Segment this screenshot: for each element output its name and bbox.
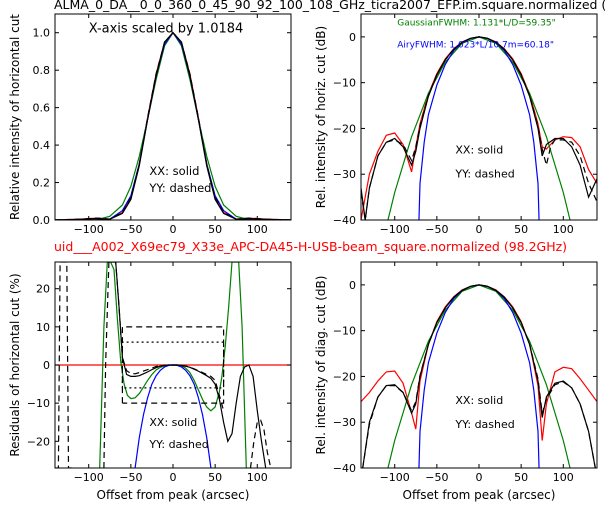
series-line <box>121 341 225 389</box>
series-line <box>362 284 596 468</box>
y-tick-label: −20 <box>333 370 356 383</box>
x-tick-label: 0 <box>476 223 483 236</box>
x-tick-label: 0 <box>170 471 177 484</box>
x-tick-label: −100 <box>380 223 410 236</box>
x-tick-label: 100 <box>247 471 268 484</box>
y-tick-label: −20 <box>27 435 50 448</box>
y-tick-label: −20 <box>333 122 356 135</box>
figure-top-title: ALMA_0_DA__0_0_360_0_45_90_92_100_108_GH… <box>54 0 606 12</box>
x-tick-label: −50 <box>425 223 448 236</box>
y-axis-label: Rel. intensity of horiz. cut (dB) <box>314 26 328 208</box>
x-tick-label: 100 <box>247 223 268 236</box>
chart-annotation: XX: solid <box>455 394 503 407</box>
x-tick-label: −50 <box>119 223 142 236</box>
chart-annotation: AiryFWHM: 1.023*L/10.7m=60.18" <box>397 40 554 50</box>
x-tick-label: 0 <box>170 223 177 236</box>
chart-annotation: XX: solid <box>455 144 503 157</box>
figure-mid-title: uid___A002_X69ec79_X33e_APC-DA45-H-USB-b… <box>54 239 567 254</box>
series-line <box>362 284 596 468</box>
panel-top-left: −100 −50 0 50 100 0.0 0.2 0.4 0.6 0.8 1.0 Relative … <box>8 13 292 236</box>
y-tick-label: −30 <box>333 168 356 181</box>
series-group <box>55 262 291 468</box>
y-tick-label: 0.0 <box>33 214 51 227</box>
chart-annotation: X-axis scaled by 1.0184 <box>89 22 244 37</box>
x-tick-label: 50 <box>208 223 222 236</box>
y-axis-label: Relative intensity of horizontal cut <box>8 14 22 220</box>
y-tick-label: 0 <box>349 31 356 44</box>
chart-annotation: YY: dashed <box>148 438 208 451</box>
x-tick-label: −100 <box>380 471 410 484</box>
y-tick-label: 0.4 <box>33 139 51 152</box>
x-tick-label: 50 <box>514 223 528 236</box>
y-tick-label: −40 <box>333 214 356 227</box>
x-tick-label: 50 <box>208 471 222 484</box>
x-tick-label: 50 <box>514 471 528 484</box>
chart-annotation: YY: dashed <box>148 181 211 195</box>
x-tick-label: 100 <box>553 471 574 484</box>
y-tick-label: −10 <box>333 77 356 90</box>
y-tick-label: 1.0 <box>33 27 51 40</box>
x-tick-label: −100 <box>74 471 104 484</box>
x-tick-label: 0 <box>476 471 483 484</box>
panel-bottom-right: −100 −50 0 50 100 0 −10 −20 −30 −40 Offset from pe… <box>314 261 598 502</box>
y-tick-label: 10 <box>36 321 50 334</box>
y-tick-label: 20 <box>36 283 50 296</box>
chart-annotation: XX: solid <box>149 164 199 178</box>
y-tick-label: 0 <box>43 359 50 372</box>
x-tick-label: −50 <box>119 471 142 484</box>
x-axis-label: Offset from peak (arcsec) <box>97 488 250 502</box>
y-tick-label: 0 <box>349 279 356 292</box>
y-tick-label: −30 <box>333 416 356 429</box>
y-tick-label: −10 <box>333 325 356 338</box>
y-axis-label: Rel. intensity of diag. cut (dB) <box>314 276 328 455</box>
chart-annotation: YY: dashed <box>454 167 514 180</box>
series-group <box>361 36 597 220</box>
series-line <box>103 262 225 468</box>
x-tick-label: 100 <box>553 223 574 236</box>
x-axis-label: Offset from peak (arcsec) <box>403 488 556 502</box>
x-tick-label: −50 <box>425 471 448 484</box>
chart-annotation: YY: dashed <box>454 418 514 431</box>
series-line <box>55 31 291 220</box>
y-tick-label: 0.8 <box>33 64 51 77</box>
chart-annotation: XX: solid <box>149 416 197 429</box>
y-axis-label: Residuals of horizontal cut (%) <box>8 273 22 456</box>
series-line <box>249 419 272 468</box>
y-tick-label: −10 <box>27 397 50 410</box>
y-tick-label: 0.6 <box>33 102 51 115</box>
y-tick-label: −40 <box>333 462 356 475</box>
series-group <box>55 31 291 220</box>
panel-top-right: −100 −50 0 50 100 0 −10 −20 −30 −40 Rel. intensity… <box>314 13 598 236</box>
y-tick-label: 0.2 <box>33 177 51 190</box>
series-group <box>361 284 597 468</box>
chart-annotation: GaussianFWHM: 1.131*L/D=59.35" <box>397 18 555 28</box>
x-tick-label: −100 <box>74 223 104 236</box>
series-line <box>361 36 597 220</box>
